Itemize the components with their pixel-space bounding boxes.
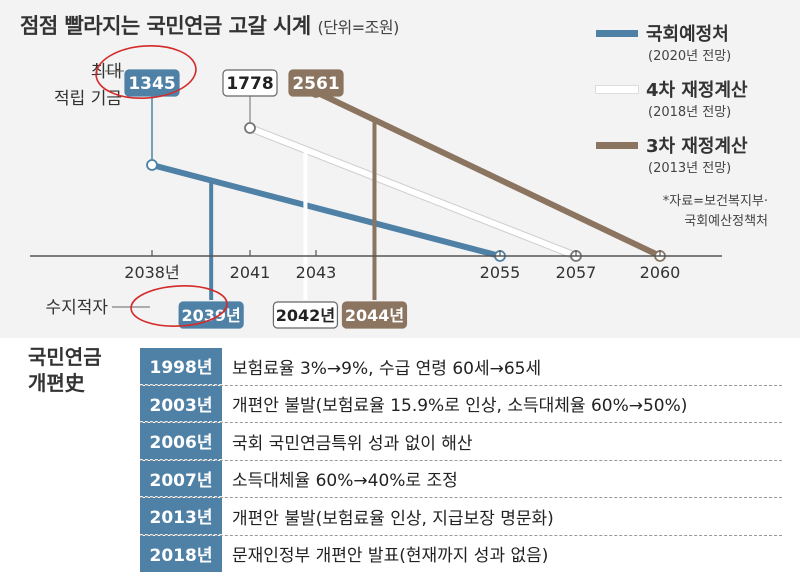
peak-marker — [244, 122, 256, 134]
series-line — [248, 125, 578, 259]
row-label-max-fund: 최대 — [91, 62, 122, 82]
pension-depletion-chart: 2038년 2041 2043 2055 2057 2060 1345 2039년 1778 2… — [30, 45, 722, 329]
deficit-year-label: 2042년 — [276, 306, 335, 325]
peak-value-label: 1345 — [128, 74, 175, 94]
history-year: 2018년 — [140, 535, 222, 572]
history-row: 2018년 문재인정부 개편안 발표(현재까지 성과 없음) — [140, 535, 782, 572]
history-row: 2003년 개편안 불발(보험료율 15.9%로 인상, 소득대체율 60%→5… — [140, 385, 782, 423]
history-year: 2003년 — [140, 385, 222, 422]
peak-marker — [146, 159, 158, 171]
source-line-2: 국회예산정책처 — [684, 214, 768, 230]
x-tick-label: 2043 — [296, 263, 337, 282]
x-tick-label: 2041 — [230, 263, 271, 282]
history-row: 1998년 보험료율 3%→9%, 수급 연령 60세→65세 — [140, 348, 782, 386]
legend-name: 4차 재정계산 — [646, 80, 748, 101]
chart-title-unit: (단위=조원) — [317, 18, 400, 37]
deficit-year-box — [178, 301, 244, 329]
history-text: 개편안 불발(보험료율 15.9%로 인상, 소득대체율 60%→50%) — [232, 396, 688, 417]
history-text: 국회 국민연금특위 성과 없이 해산 — [232, 433, 473, 454]
history-text: 문재인정부 개편안 발표(현재까지 성과 없음) — [232, 546, 549, 567]
peak-value-box — [124, 69, 180, 97]
legend-sub: (2020년 전망) — [648, 49, 732, 64]
legend-swatch — [596, 30, 638, 37]
history-row: 2013년 개편안 불발(보험료율 인상, 지급보장 명문화) — [140, 498, 782, 536]
series-line — [314, 89, 662, 259]
legend-name: 3차 재정계산 — [646, 136, 748, 157]
history-heading: 국민연금 개편史 — [28, 344, 128, 396]
deficit-year-box — [341, 301, 408, 329]
row-label-deficit: 수지적자 — [45, 298, 108, 318]
history-year: 1998년 — [140, 348, 222, 385]
history-heading-line-1: 국민연금 — [28, 345, 102, 369]
history-text: 개편안 불발(보험료율 인상, 지급보장 명문화) — [232, 508, 554, 529]
series-line — [151, 162, 501, 259]
legend-sub: (2018년 전망) — [648, 105, 732, 120]
peak-value-label: 2561 — [292, 74, 339, 94]
highlight-circle — [95, 45, 197, 99]
peak-value-box — [222, 69, 278, 97]
history-row: 2006년 국회 국민연금특위 성과 없이 해산 — [140, 423, 782, 461]
chart-title-main: 점점 빨라지는 국민연금 고갈 시계 — [20, 14, 311, 38]
deficit-year-label: 2044년 — [345, 306, 404, 325]
source-note: *자료=보건복지부· 국회예산정책처 — [663, 192, 768, 232]
deficit-year-label: 2039년 — [182, 306, 241, 325]
history-text: 보험료율 3%→9%, 수급 연령 60세→65세 — [232, 358, 542, 379]
highlight-circle — [130, 285, 228, 327]
history-table: 1998년 보험료율 3%→9%, 수급 연령 60세→65세 2003년 개편… — [140, 348, 782, 572]
x-tick-label: 2038년 — [124, 263, 179, 282]
chart-title: 점점 빨라지는 국민연금 고갈 시계 (단위=조원) — [20, 10, 399, 40]
history-year: 2007년 — [140, 460, 222, 497]
legend-swatch — [596, 86, 638, 93]
history-year: 2006년 — [140, 423, 222, 460]
legend-swatch — [596, 142, 638, 149]
peak-value-label: 1778 — [226, 74, 273, 94]
x-axis-ticks: 2038년 2041 2043 2055 2057 2060 — [124, 250, 680, 282]
legend-name: 국회예정처 — [646, 24, 729, 45]
x-tick-label: 2057 — [556, 263, 597, 282]
x-tick-label: 2060 — [640, 263, 681, 282]
reform-history-section: 국민연금 개편史 1998년 보험료율 3%→9%, 수급 연령 60세→65세… — [0, 338, 800, 585]
legend-sub: (2013년 전망) — [648, 161, 732, 176]
history-row: 2007년 소득대체율 60%→40%로 조정 — [140, 460, 782, 498]
source-line-1: *자료=보건복지부· — [662, 194, 768, 209]
peak-value-box — [288, 69, 344, 97]
history-heading-line-2: 개편史 — [28, 371, 85, 395]
row-label-max-fund: 적립 기금 — [54, 89, 122, 109]
x-tick-label: 2055 — [480, 263, 521, 282]
history-year: 2013년 — [140, 498, 222, 535]
deficit-year-box — [272, 301, 339, 329]
history-text: 소득대체율 60%→40%로 조정 — [232, 471, 458, 492]
